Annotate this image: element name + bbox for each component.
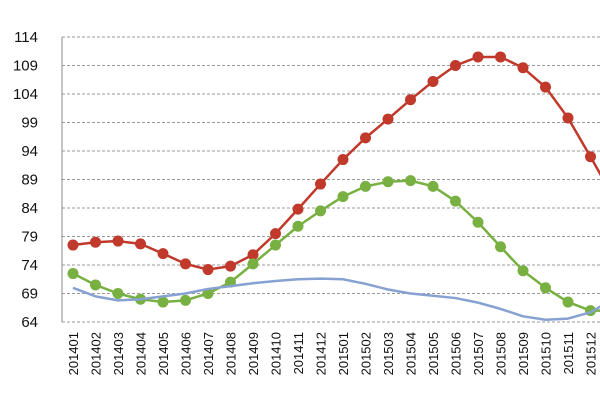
x-tick-label: 201409 [246,332,261,375]
x-tick-label: 201504 [404,332,419,375]
series-1-point [405,94,416,106]
series-1-point [135,238,146,250]
series-3-line [72,277,600,321]
series-2 [67,175,600,317]
x-tick-label: 201503 [381,332,396,375]
series-1-point [360,132,371,144]
series-1-point [225,260,236,272]
series-2-point [315,205,326,217]
x-axis: 201401 201402 201403 201404 201405 201406 2014… [66,332,599,375]
series-1-point [112,235,124,247]
series-2-point [90,279,101,291]
series-1-point [67,239,79,251]
x-tick-label: 201411 [291,332,306,374]
x-tick-label: 201407 [201,332,216,375]
x-tick-label: 201404 [134,332,149,375]
series-1-point [180,258,191,270]
series-2-point [360,180,371,192]
x-tick-label: 201412 [314,332,329,375]
series-3 [72,277,600,321]
series-2-point [405,175,416,187]
series-2-point [292,220,304,232]
series-layer [67,51,600,321]
series-1-point [450,60,461,71]
series-1-point [270,228,281,240]
series-1-line [72,55,600,271]
series-2-point [427,180,439,192]
series-1-point [585,151,596,163]
series-1-point [202,264,214,276]
y-tick-label: 109 [13,58,38,75]
series-2-line [72,179,600,312]
y-tick-label: 104 [13,86,38,103]
x-tick-label: 201401 [66,332,81,375]
x-tick-label: 201408 [224,332,239,375]
series-1-point [517,62,529,74]
x-tick-label: 201509 [516,332,531,375]
y-tick-label: 64 [21,314,38,331]
series-1-point [472,51,484,63]
series-2-point [472,216,484,228]
y-tick-label: 114 [14,29,38,46]
series-2-point [562,296,574,308]
series-2-point [180,294,191,306]
y-tick-label: 84 [21,200,38,217]
x-tick-label: 201505 [426,332,441,375]
series-1-point [247,249,259,261]
series-1-point [90,236,101,248]
x-tick-label: 201512 [584,332,599,375]
series-1 [67,51,600,276]
y-tick-label: 79 [21,229,38,246]
x-tick-label: 201501 [336,332,351,375]
x-tick-label: 201502 [359,332,374,375]
y-tick-label: 74 [21,257,38,274]
x-tick-label: 201403 [111,332,126,375]
series-2-point [337,191,349,203]
series-2-point [540,282,551,294]
series-1-point [427,75,439,87]
series-2-point [450,195,461,207]
series-1-point [337,154,349,166]
y-tick-label: 99 [21,115,38,132]
series-2-point [495,241,506,253]
x-tick-label: 201511 [561,332,576,374]
x-tick-label: 201402 [89,332,104,375]
x-tick-label: 201510 [539,332,554,375]
y-axis: 64 69 74 79 84 89 94 99 104 109 114 [13,29,38,331]
grid-layer [61,36,600,323]
x-tick-label: 201406 [179,332,194,375]
series-2-point [517,265,529,277]
series-1-point [540,81,551,93]
series-1-point [157,248,169,260]
series-2-point [270,239,281,251]
series-1-point [382,113,394,125]
x-tick-label: 201508 [494,332,509,375]
series-2-point [382,176,394,188]
series-1-point [562,112,574,124]
y-tick-label: 94 [21,143,38,160]
series-2-point [247,258,259,270]
x-tick-label: 201506 [449,332,464,375]
series-2-point [157,296,169,308]
x-tick-label: 201405 [156,332,171,375]
y-tick-label: 89 [21,172,38,189]
x-tick-label: 201507 [471,332,486,375]
series-2-point [67,268,79,280]
series-1-point [292,203,304,215]
series-1-point [315,178,326,190]
series-2-point [112,288,124,299]
x-tick-label: 201410 [269,332,284,375]
y-tick-label: 69 [21,286,38,303]
series-1-point [495,51,506,63]
